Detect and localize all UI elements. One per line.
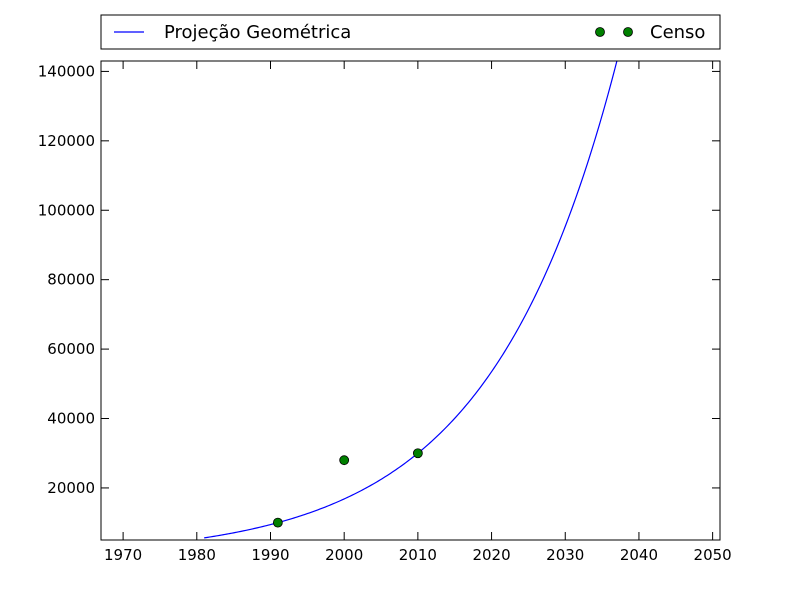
x-axis: 1970 1980 1990 2000 2010 2020 2030 2040 2050 <box>104 61 732 564</box>
y-tick-label: 100000 <box>38 201 95 219</box>
x-tick-label: 2050 <box>694 546 732 564</box>
series-layer <box>204 61 618 539</box>
x-tick-label: 2010 <box>399 546 437 564</box>
series-line-projecao-geometrica <box>204 61 618 539</box>
legend: Projeção Geométrica Censo <box>100 14 721 50</box>
x-tick-label: 2000 <box>325 546 363 564</box>
plot-frame <box>100 60 721 541</box>
legend-marker-swatch-1 <box>595 27 605 37</box>
y-tick-label: 20000 <box>47 479 95 497</box>
y-axis: 20000 40000 60000 80000 100000 120000 140000 <box>38 62 720 497</box>
y-tick-label: 140000 <box>38 62 95 80</box>
censo-point <box>339 455 350 466</box>
y-tick-label: 120000 <box>38 132 95 150</box>
x-tick-label: 2020 <box>472 546 510 564</box>
censo-point <box>272 517 283 528</box>
legend-frame <box>100 14 721 50</box>
x-tick-label: 2030 <box>546 546 584 564</box>
y-tick-label: 40000 <box>47 410 95 428</box>
censo-point <box>412 448 423 459</box>
y-tick-label: 60000 <box>47 340 95 358</box>
y-tick-label: 80000 <box>47 271 95 289</box>
x-tick-label: 2040 <box>620 546 658 564</box>
legend-label-projection: Projeção Geométrica <box>164 22 351 43</box>
x-tick-label: 1970 <box>104 546 142 564</box>
x-tick-label: 1990 <box>251 546 289 564</box>
legend-label-censo: Censo <box>650 22 705 43</box>
legend-marker-swatch-2 <box>623 27 633 37</box>
x-tick-label: 1980 <box>178 546 216 564</box>
